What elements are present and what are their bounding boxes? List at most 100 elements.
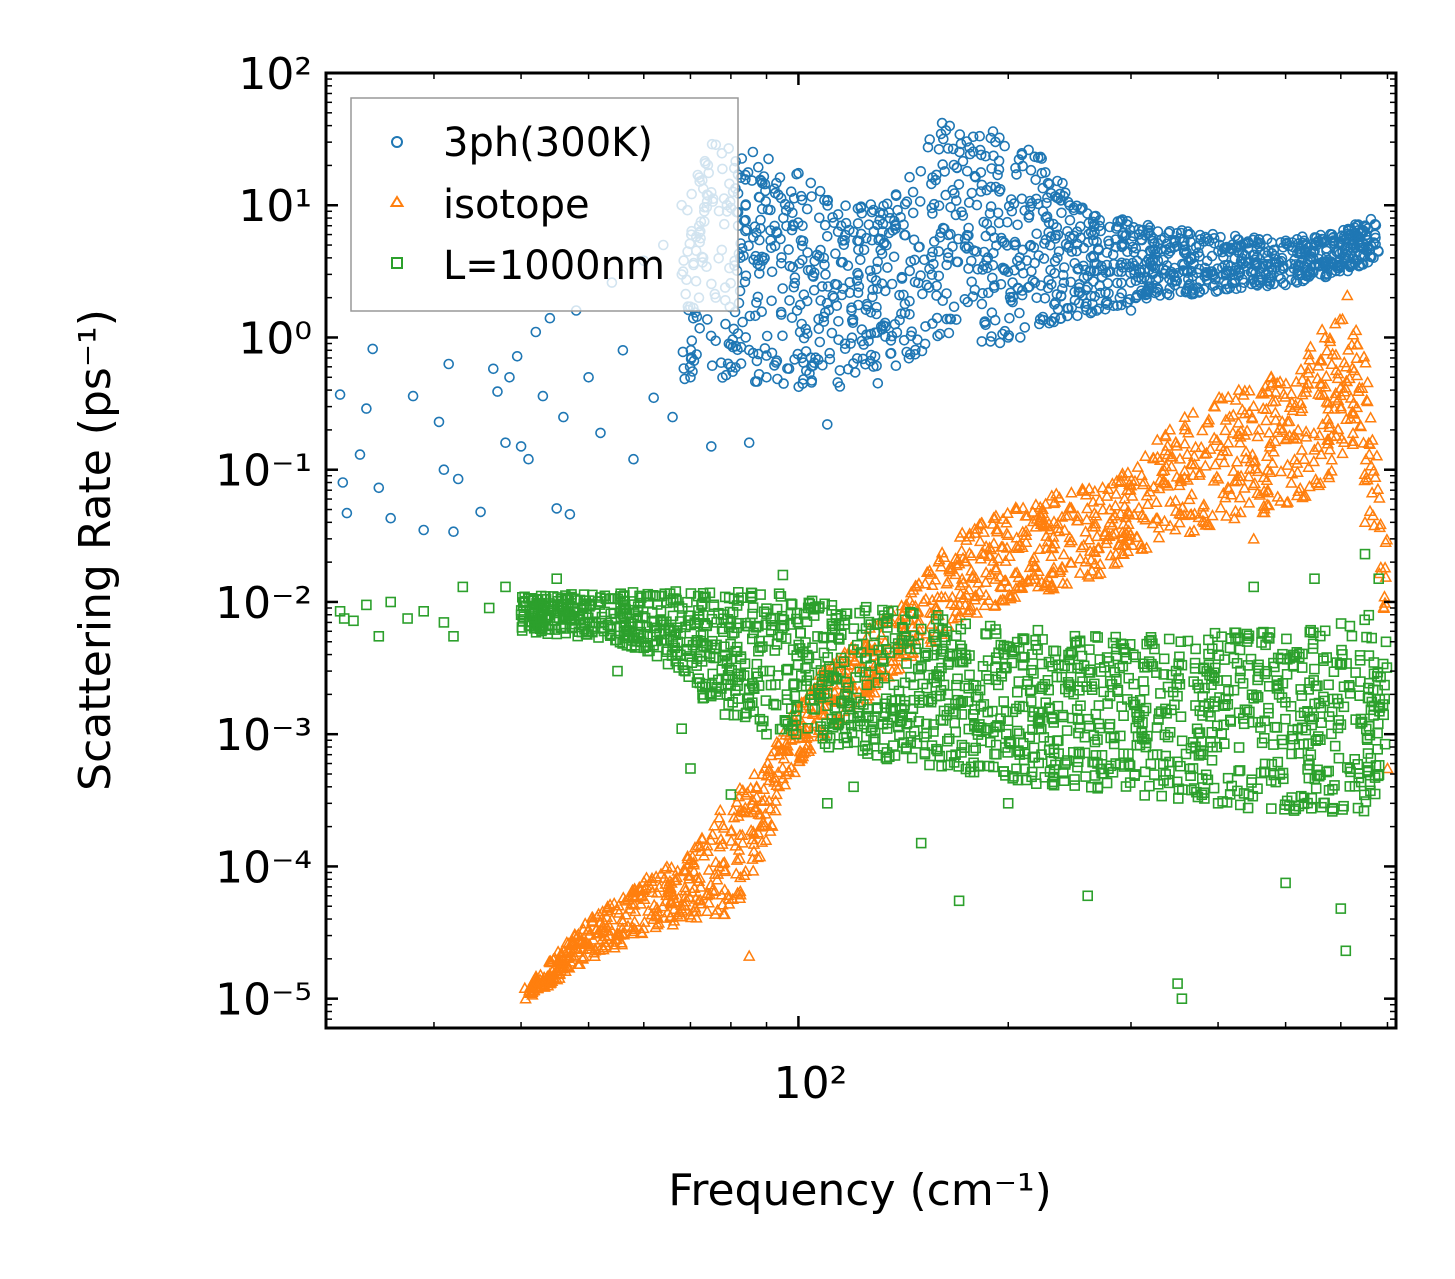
data-point: [746, 793, 760, 805]
data-point: [989, 561, 1003, 573]
data-point: [564, 508, 576, 520]
data-point: [1136, 726, 1148, 738]
data-point: [697, 587, 709, 599]
data-point: [908, 679, 919, 691]
data-point: [898, 289, 909, 301]
data-point: [821, 797, 833, 809]
data-point: [1133, 229, 1145, 240]
data-point: [909, 579, 922, 591]
data-point: [1107, 766, 1119, 778]
data-point: [941, 735, 953, 747]
data-point: [824, 347, 836, 359]
data-point: [1109, 487, 1123, 499]
data-point: [1052, 303, 1064, 315]
data-point: [717, 907, 730, 920]
data-point: [1263, 440, 1277, 452]
data-point: [1190, 241, 1202, 253]
data-point: [1126, 489, 1139, 501]
data-point: [790, 728, 802, 740]
data-point: [685, 910, 698, 923]
data-point: [963, 241, 975, 252]
data-point: [1034, 313, 1046, 325]
data-point: [1322, 468, 1335, 480]
data-point: [866, 206, 878, 218]
data-point: [762, 794, 776, 806]
data-point: [757, 715, 769, 727]
data-point: [679, 864, 692, 877]
data-point: [934, 670, 945, 682]
data-point: [922, 141, 934, 153]
data-point: [1348, 239, 1359, 251]
data-point: [769, 804, 782, 816]
data-point: [930, 174, 942, 186]
data-point: [1296, 256, 1307, 268]
data-point: [1096, 749, 1108, 761]
data-point: [903, 593, 917, 606]
data-point: [773, 588, 785, 600]
data-point: [1261, 463, 1274, 475]
data-point: [1329, 348, 1343, 360]
data-point: [786, 224, 798, 236]
data-point: [992, 207, 1004, 219]
data-point: [1156, 790, 1167, 802]
data-point: [965, 549, 978, 561]
data-point: [759, 807, 772, 819]
data-point: [852, 267, 863, 279]
data-point: [1064, 214, 1076, 226]
data-point: [1136, 234, 1147, 245]
data-point: [1074, 748, 1085, 760]
data-point: [1023, 560, 1037, 573]
data-point: [1232, 242, 1243, 253]
data-point: [1323, 443, 1337, 455]
data-point: [1220, 283, 1231, 295]
data-point: [1153, 272, 1164, 284]
data-point: [1050, 759, 1061, 771]
data-point: [952, 256, 964, 268]
data-point: [909, 254, 920, 266]
data-point: [918, 731, 930, 743]
data-point: [1346, 434, 1360, 446]
data-point: [872, 283, 883, 295]
data-point: [1274, 769, 1286, 780]
data-point: [948, 159, 960, 171]
data-point: [1380, 533, 1394, 545]
data-point: [994, 337, 1006, 349]
data-point: [994, 132, 1005, 144]
data-point: [1182, 635, 1194, 647]
data-point: [700, 888, 714, 901]
data-point: [605, 913, 619, 925]
data-point: [979, 575, 993, 587]
data-point: [1135, 267, 1146, 278]
data-point: [1031, 292, 1042, 304]
data-point: [872, 219, 883, 231]
data-point: [1196, 423, 1209, 436]
data-point: [999, 661, 1011, 673]
data-point: [645, 885, 659, 898]
data-point: [1182, 226, 1194, 237]
data-point: [645, 908, 659, 920]
data-point: [587, 933, 600, 945]
data-point: [1091, 305, 1102, 316]
data-point: [1251, 429, 1264, 442]
data-point: [607, 593, 618, 604]
data-point: [1379, 738, 1391, 750]
data-point: [1194, 705, 1206, 717]
data-point: [1343, 230, 1354, 241]
data-point: [385, 596, 397, 608]
data-point: [1080, 771, 1091, 782]
data-point: [760, 196, 772, 207]
data-point: [830, 248, 841, 259]
data-point: [1314, 353, 1328, 365]
data-point: [1071, 509, 1085, 522]
data-point: [765, 204, 776, 216]
data-point: [661, 634, 673, 646]
data-point: [686, 335, 698, 347]
data-point: [1060, 683, 1071, 695]
data-point: [951, 679, 962, 691]
data-point: [1318, 655, 1329, 667]
data-point: [544, 598, 555, 609]
data-point: [1234, 505, 1247, 518]
data-point: [725, 361, 737, 373]
data-point: [1053, 524, 1066, 537]
data-point: [981, 670, 992, 681]
